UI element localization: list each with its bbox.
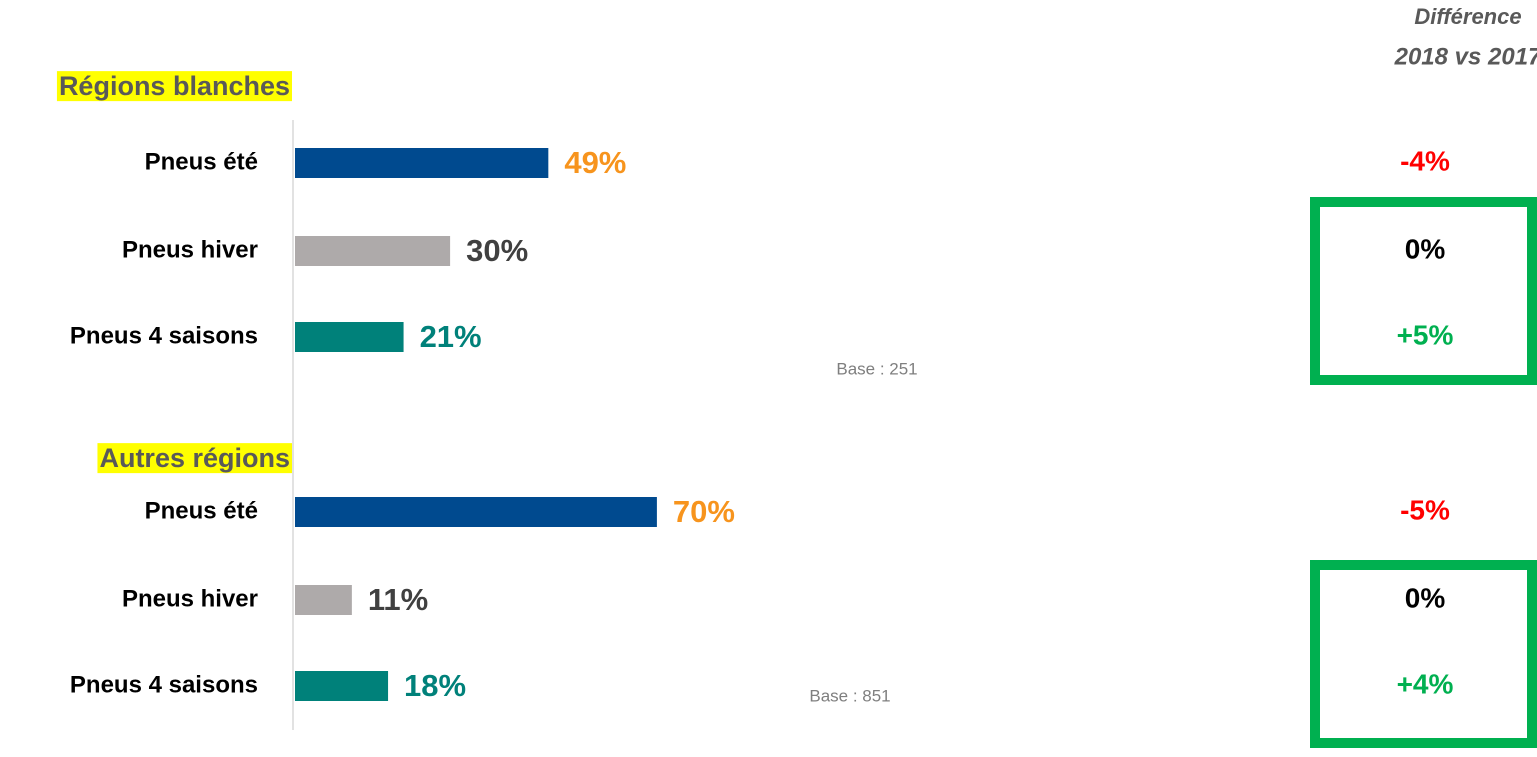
value-label: 18% — [404, 668, 466, 703]
bar — [295, 236, 451, 266]
highlight-box — [1310, 560, 1537, 748]
value-label: 49% — [564, 145, 626, 180]
bar — [295, 585, 352, 615]
difference-label: 0% — [1405, 233, 1446, 264]
value-label: 30% — [466, 233, 528, 268]
difference-label: +4% — [1397, 668, 1454, 699]
difference-label: -4% — [1400, 145, 1450, 176]
base-note: Base : 251 — [836, 359, 917, 378]
bar — [295, 322, 404, 352]
bar — [295, 497, 657, 527]
category-label: Pneus 4 saisons — [70, 671, 258, 698]
section-title: Régions blanches — [59, 71, 290, 101]
bar — [295, 671, 389, 701]
section-title: Autres régions — [99, 443, 290, 473]
value-label: 21% — [420, 319, 482, 354]
bar — [295, 148, 549, 178]
difference-label: +5% — [1397, 319, 1454, 350]
value-label: 11% — [368, 582, 428, 617]
highlight-box — [1310, 197, 1537, 385]
difference-label: 0% — [1405, 582, 1446, 613]
category-label: Pneus été — [145, 148, 258, 175]
diff-header: 2018 vs 2017 — [1394, 43, 1537, 70]
category-label: Pneus été — [145, 497, 258, 524]
category-label: Pneus 4 saisons — [70, 322, 258, 349]
difference-label: -5% — [1400, 494, 1450, 525]
value-label: 70% — [673, 494, 735, 529]
title-highlight — [97, 443, 292, 474]
category-label: Pneus hiver — [122, 236, 258, 263]
diff-header: Différence — [1414, 4, 1521, 29]
title-highlight — [56, 71, 292, 102]
category-label: Pneus hiver — [122, 585, 258, 612]
base-note: Base : 851 — [809, 686, 890, 705]
